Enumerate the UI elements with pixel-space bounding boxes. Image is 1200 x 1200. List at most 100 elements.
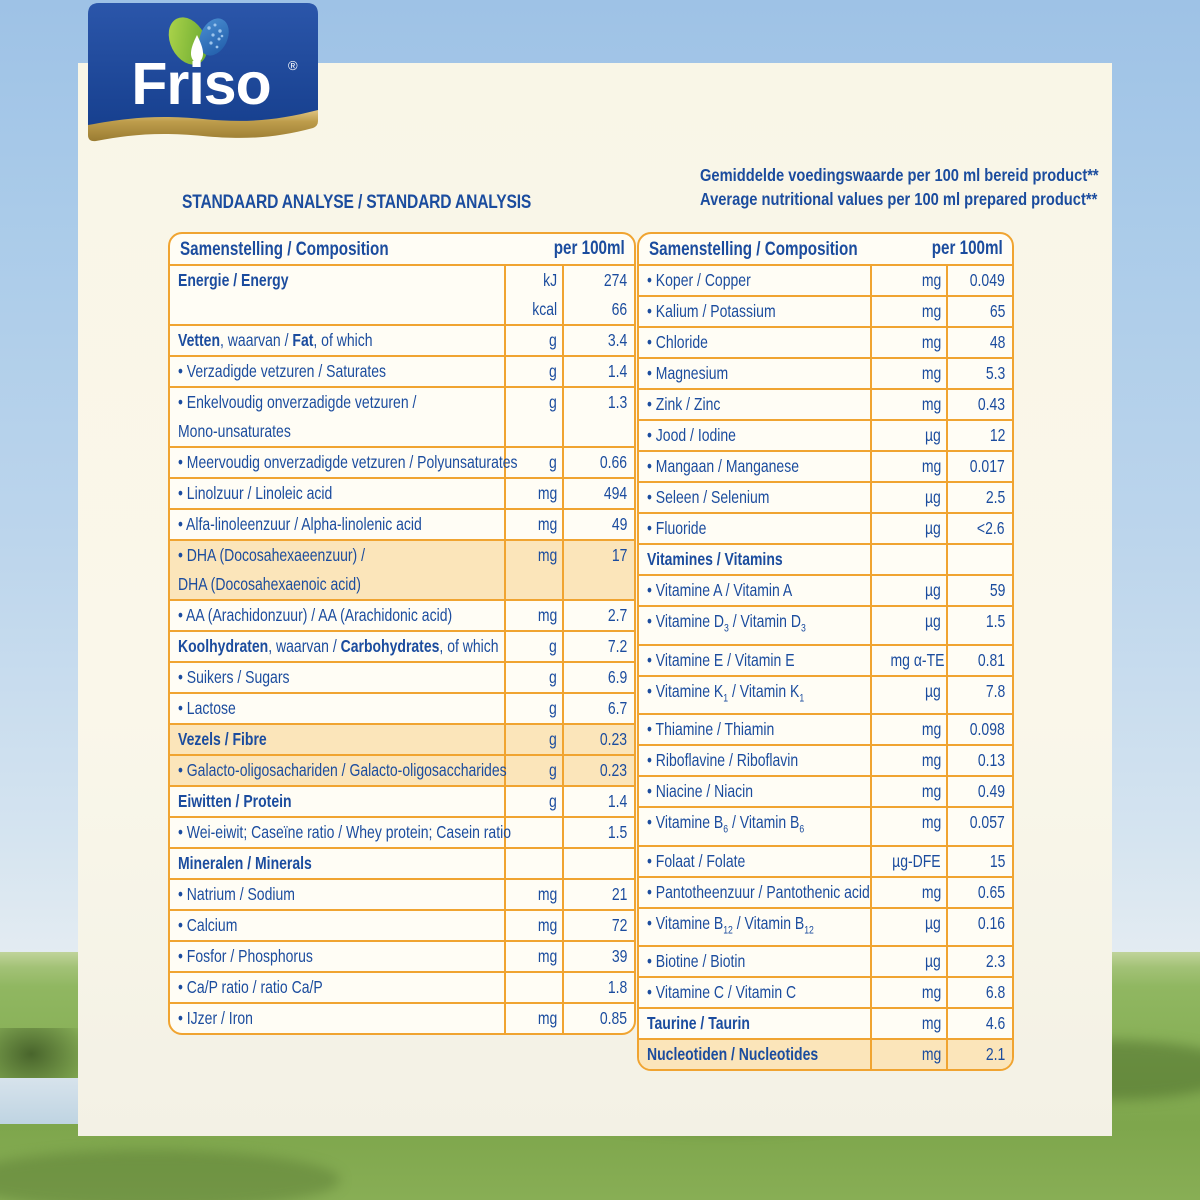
row-unit: µg: [870, 947, 946, 976]
row-label: • Vitamine B12 / Vitamin B12: [647, 912, 814, 937]
row-unit: g: [504, 448, 562, 477]
row-unit: g: [504, 756, 562, 785]
row-value: 39: [562, 942, 634, 971]
row-value: 59: [946, 576, 1012, 605]
row-unit: mg: [870, 297, 946, 326]
row-label: • Calcium: [178, 915, 238, 935]
row-label: Energie / Energy: [178, 270, 289, 290]
table-row: Koolhydraten, waarvan / Carbohydrates, o…: [170, 630, 634, 661]
table-header-label: Samenstelling / Composition: [649, 238, 858, 260]
row-label: • Meervoudig onverzadigde vetzuren / Pol…: [178, 452, 518, 472]
row-value: 0.65: [946, 877, 1012, 907]
row-value: 0.049: [946, 266, 1012, 295]
row-label: Vetten, waarvan / Fat, of which: [178, 330, 373, 350]
table-row: • AA (Arachidonzuur) / AA (Arachidonic a…: [170, 599, 634, 630]
row-label: • Vitamine B6 / Vitamin B6: [647, 812, 805, 836]
row-label: • Fluoride: [647, 518, 707, 538]
row-unit: [870, 545, 946, 574]
row-value: 12: [946, 421, 1012, 450]
row-unit: [504, 849, 562, 878]
row-value: 1.3: [562, 388, 634, 446]
row-value: 2.1: [946, 1040, 1012, 1069]
row-unit: mg: [870, 452, 946, 481]
table-row: • Calcium mg 72: [170, 909, 634, 940]
row-unit: mg: [870, 777, 946, 806]
row-label: • Jood / Iodine: [647, 425, 736, 445]
table-row: • Mangaan / Manganese mg 0.017: [639, 450, 1012, 481]
composition-table-left: Samenstelling / Composition per 100ml Ener…: [168, 232, 636, 1035]
row-unit: mg: [504, 541, 562, 599]
row-label: Eiwitten / Protein: [178, 791, 292, 811]
row-value: 0.81: [946, 645, 1012, 675]
table-header-per100ml: per 100ml: [554, 238, 625, 259]
table-row: • Thiamine / Thiamin mg 0.098: [639, 713, 1012, 744]
row-unit: mg α-TE: [870, 645, 946, 675]
table-row: Vezels / Fibre g 0.23: [170, 723, 634, 754]
table-row: • Vitamine B12 / Vitamin B12 µg 0.16: [639, 906, 1012, 945]
table-row: • Vitamine A / Vitamin A µg 59: [639, 574, 1012, 605]
row-label: • Vitamine A / Vitamin A: [647, 580, 793, 600]
row-label: • Thiamine / Thiamin: [647, 719, 775, 739]
row-unit: g: [504, 787, 562, 816]
row-label: • Enkelvoudig onverzadigde vetzuren / Mon…: [178, 392, 417, 441]
row-unit: g: [504, 663, 562, 692]
row-value: 0.23: [562, 725, 634, 754]
row-value: 6.9: [562, 663, 634, 692]
row-unit: mg: [870, 359, 946, 388]
row-label: Vezels / Fibre: [178, 729, 267, 749]
table-row: • Kalium / Potassium mg 65: [639, 295, 1012, 326]
table-row: • Enkelvoudig onverzadigde vetzuren / Mon…: [170, 386, 634, 446]
table-row: Energie / Energy kJ kcal 274 66: [170, 264, 634, 324]
row-value: 72: [562, 911, 634, 940]
table-header-row: Samenstelling / Composition per 100ml: [639, 234, 1012, 264]
table-row: • Fosfor / Phosphorus mg 39: [170, 940, 634, 971]
table-row: • Vitamine C / Vitamin C mg 6.8: [639, 976, 1012, 1007]
row-unit: mg: [504, 601, 562, 630]
row-value: 65: [946, 297, 1012, 326]
table-row: • Vitamine E / Vitamin E mg α-TE 0.81: [639, 643, 1012, 675]
row-label: • Pantotheenzuur / Pantothenic acid: [647, 881, 870, 902]
row-value: 2.5: [946, 483, 1012, 512]
table-row: • Vitamine K1 / Vitamin K1 µg 7.8: [639, 674, 1012, 713]
row-label: Mineralen / Minerals: [178, 853, 312, 873]
table-row: • Pantotheenzuur / Pantothenic acid mg 0.6…: [639, 875, 1012, 907]
row-value: 274 66: [562, 266, 634, 324]
table-row: • Riboflavine / Riboflavin mg 0.13: [639, 744, 1012, 775]
table-row: Vitamines / Vitamins: [639, 543, 1012, 574]
row-label: • Kalium / Potassium: [647, 301, 776, 321]
row-label: • Vitamine E / Vitamin E: [647, 649, 795, 670]
table-row: • Seleen / Selenium µg 2.5: [639, 481, 1012, 512]
row-unit: mg: [870, 877, 946, 907]
row-unit: g: [504, 357, 562, 386]
logo-heart-icon: [168, 17, 229, 65]
average-values-note-line2: Average nutritional values per 100 ml pr…: [700, 189, 1098, 209]
row-value: 0.23: [562, 756, 634, 785]
row-unit: mg: [870, 978, 946, 1007]
row-unit: µg: [870, 576, 946, 605]
row-unit: µg-DFE: [870, 846, 946, 876]
table-row: • DHA (Docosahexaeenzuur) / DHA (Docosahe…: [170, 539, 634, 599]
row-value: 2.7: [562, 601, 634, 630]
row-value: 1.8: [562, 973, 634, 1002]
row-value: 0.098: [946, 715, 1012, 744]
table-row: • Fluoride µg <2.6: [639, 512, 1012, 543]
row-label: • AA (Arachidonzuur) / AA (Arachidonic a…: [178, 605, 453, 625]
row-value: 5.3: [946, 359, 1012, 388]
row-value: 15: [946, 846, 1012, 876]
row-label: • Lactose: [178, 698, 236, 718]
row-label: • IJzer / Iron: [178, 1008, 253, 1028]
row-label: • Mangaan / Manganese: [647, 456, 800, 476]
row-unit: µg: [870, 676, 946, 713]
average-values-note-line1: Gemiddelde voedingswaarde per 100 ml ber…: [700, 165, 1099, 185]
row-value: 2.3: [946, 947, 1012, 976]
row-unit: g: [504, 388, 562, 446]
table-row: • Lactose g 6.7: [170, 692, 634, 723]
row-label: • Wei-eiwit; Caseïne ratio / Whey protei…: [178, 822, 511, 842]
table-row: Nucleotiden / Nucleotides mg 2.1: [639, 1038, 1012, 1069]
average-values-note: Gemiddelde voedingswaarde per 100 ml ber…: [700, 163, 1099, 211]
table-row: Taurine / Taurin mg 4.6: [639, 1007, 1012, 1038]
row-unit: g: [504, 326, 562, 355]
row-value: 49: [562, 510, 634, 539]
row-label: • Vitamine D3 / Vitamin D3: [647, 611, 806, 635]
